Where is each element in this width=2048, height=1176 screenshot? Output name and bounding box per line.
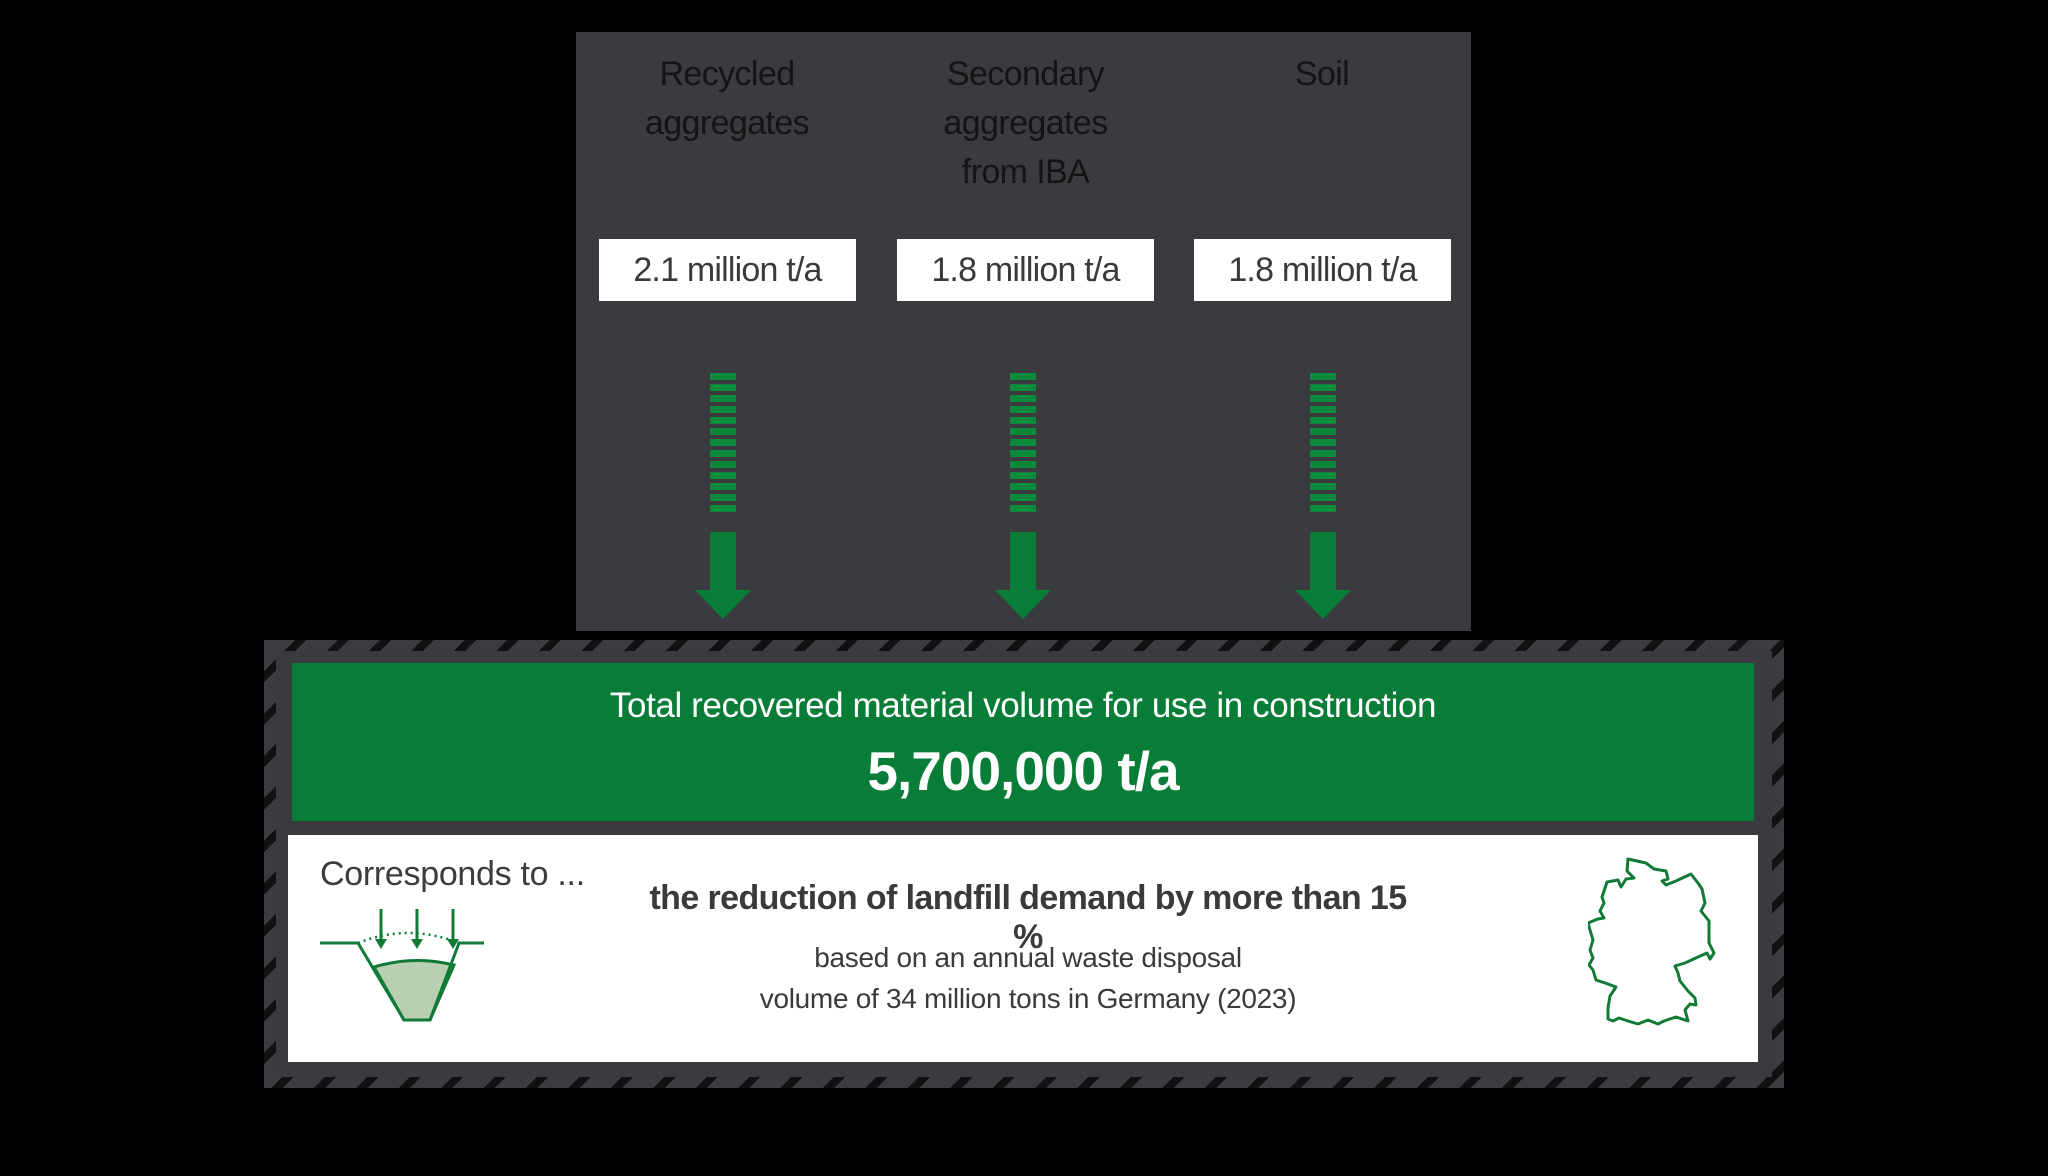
source-title: Secondary aggregates from IBA <box>943 55 1108 191</box>
source-soil: Soil 1.8 million t/a <box>1173 32 1471 631</box>
landfill-icon <box>320 909 484 1022</box>
down-arrow-icon <box>1295 373 1351 619</box>
corresponds-label: Corresponds to ... <box>320 855 585 893</box>
source-title: Soil <box>1294 55 1350 93</box>
equivalence-box: Corresponds to ... the reduction of land… <box>288 835 1758 1062</box>
subtext-line-2: volume of 34 million tons in Germany (20… <box>759 983 1297 1014</box>
source-secondary-aggregates-iba: Secondary aggregates from IBA 1.8 millio… <box>878 32 1173 631</box>
subtext-line-1: based on an annual waste disposal <box>814 942 1242 973</box>
equivalence-headline: the reduction of landfill demand by more… <box>649 879 1407 956</box>
sources-panel: Recycled aggregates 2.1 million t/a Seco… <box>576 32 1471 631</box>
total-label: Total recovered material volume for use … <box>609 686 1437 725</box>
down-arrow-icon <box>695 373 751 619</box>
source-value-box: 1.8 million t/a <box>1194 239 1451 301</box>
source-recycled-aggregates: Recycled aggregates 2.1 million t/a <box>576 32 878 631</box>
down-arrow-icon <box>995 373 1051 619</box>
total-volume-box: Total recovered material volume for use … <box>292 663 1754 821</box>
source-title: Recycled aggregates <box>644 55 810 142</box>
source-value-box: 1.8 million t/a <box>897 239 1154 301</box>
equivalence-subtext: based on an annual waste disposal volume… <box>633 937 1423 1019</box>
total-value: 5,700,000 t/a <box>867 740 1179 802</box>
source-value-box: 2.1 million t/a <box>599 239 856 301</box>
germany-map-icon <box>1588 857 1716 1026</box>
